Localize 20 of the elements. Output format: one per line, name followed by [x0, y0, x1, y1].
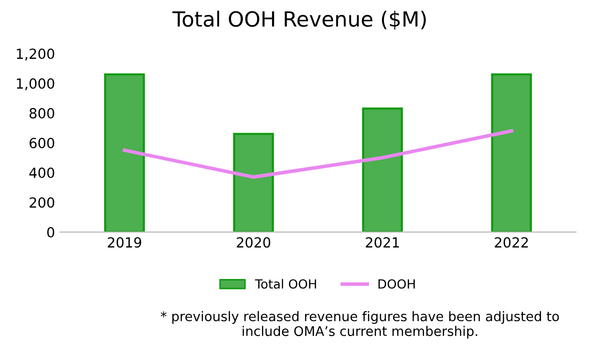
legend-label: DOOH: [378, 279, 415, 289]
y-tick-label: 0: [47, 227, 54, 238]
bar: [233, 132, 274, 232]
y-tick-label: 600: [30, 138, 54, 148]
x-tick-label: 2020: [236, 237, 270, 248]
bar: [104, 73, 145, 232]
y-tick-label: 800: [30, 108, 54, 119]
x-tick-label: 2021: [366, 237, 399, 248]
text: * previously released revenue figures have been adjusted to include OMA’s current membership.: [160, 311, 559, 339]
y-tick-label: 1,200: [16, 48, 54, 60]
y-tick-label: 400: [29, 168, 54, 178]
legend-label: Total OOH: [254, 279, 316, 289]
x-tick-label: 2022: [494, 237, 528, 248]
chart-title: Total OOH Revenue ($M): [172, 10, 426, 30]
bar: [362, 108, 403, 232]
bar: [491, 73, 532, 232]
y-tick-label: 200: [30, 197, 54, 208]
line-series: [122, 129, 514, 179]
y-tick-label: 1,000: [16, 78, 54, 90]
x-tick-label: 2019: [108, 237, 142, 248]
